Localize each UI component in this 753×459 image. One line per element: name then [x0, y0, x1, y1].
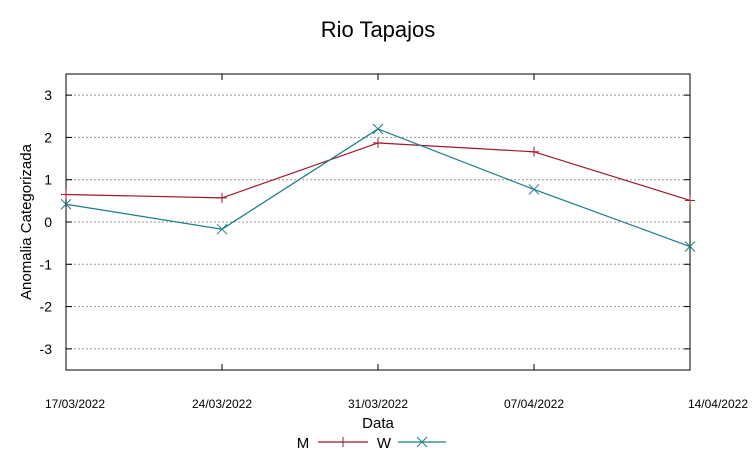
- data-point-w: [372, 123, 384, 135]
- x-tick-label: 17/03/2022: [45, 397, 105, 411]
- data-point-w: [528, 184, 540, 195]
- x-tick-label: 24/03/2022: [192, 397, 252, 411]
- y-axis-ticks: 3 2 1 0 -1 -2 -3: [40, 87, 690, 357]
- data-point-m: [373, 137, 383, 148]
- y-tick-label: -3: [40, 341, 53, 357]
- y-tick-label: -2: [40, 299, 53, 315]
- data-point-m: [217, 192, 227, 203]
- y-tick-label: 3: [44, 87, 52, 103]
- data-point-m: [685, 195, 695, 206]
- data-point-w: [216, 223, 228, 235]
- data-point-m: [529, 146, 539, 157]
- series-line-m: [65, 142, 691, 202]
- grid-lines: [66, 94, 690, 350]
- y-tick-label: 1: [44, 172, 52, 188]
- chart-title: Rio Tapajos: [321, 17, 436, 42]
- series-group: [60, 123, 696, 252]
- data-point-w: [60, 198, 72, 210]
- data-point-w: [684, 241, 696, 252]
- x-axis-label: Data: [362, 415, 394, 432]
- y-axis-label: Anomalia Categorizada: [18, 143, 35, 300]
- legend-label-w: W: [377, 435, 392, 452]
- legend-marker-w: [416, 436, 428, 448]
- y-tick-label: -1: [40, 256, 53, 272]
- x-tick-label: 31/03/2022: [348, 397, 408, 411]
- data-point-m: [61, 189, 71, 200]
- x-tick-label: 14/04/2022: [688, 397, 748, 411]
- y-tick-label: 2: [44, 129, 52, 145]
- legend-label-m: M: [297, 435, 310, 452]
- x-axis-ticks: 17/03/2022 24/03/2022 31/03/2022 07/04/2022…: [45, 74, 748, 411]
- legend-marker-m: [338, 437, 348, 447]
- y-tick-label: 0: [44, 214, 52, 230]
- x-tick-label: 07/04/2022: [504, 397, 564, 411]
